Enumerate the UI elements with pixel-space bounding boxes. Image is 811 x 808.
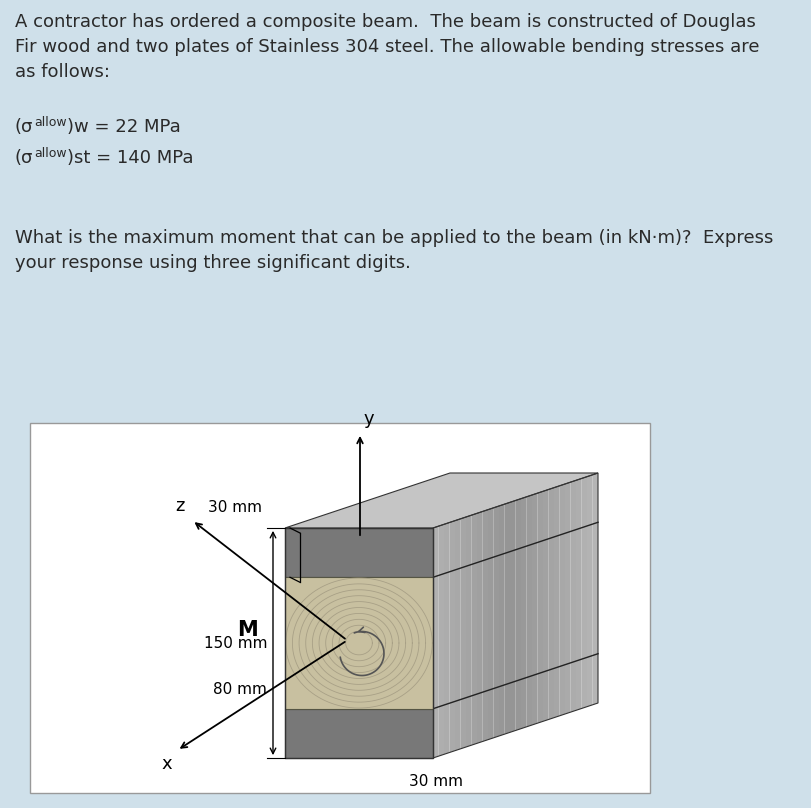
- Polygon shape: [449, 520, 455, 752]
- Polygon shape: [439, 524, 444, 756]
- Text: allow: allow: [34, 116, 67, 129]
- Polygon shape: [504, 503, 510, 734]
- Polygon shape: [494, 506, 499, 738]
- Text: y: y: [364, 410, 375, 428]
- Polygon shape: [488, 508, 494, 739]
- Text: 150 mm: 150 mm: [204, 636, 268, 650]
- Text: M: M: [237, 621, 258, 641]
- Polygon shape: [565, 482, 570, 714]
- Polygon shape: [455, 519, 461, 751]
- Polygon shape: [581, 477, 587, 709]
- Polygon shape: [285, 528, 433, 577]
- Text: x: x: [161, 755, 172, 773]
- Polygon shape: [477, 511, 483, 743]
- Polygon shape: [466, 516, 471, 747]
- Text: 30 mm: 30 mm: [409, 773, 463, 789]
- Text: 80 mm: 80 mm: [213, 681, 267, 696]
- Text: )w = 22 MPa: )w = 22 MPa: [67, 118, 181, 136]
- Text: A contractor has ordered a composite beam.  The beam is constructed of Douglas: A contractor has ordered a composite bea…: [15, 13, 756, 31]
- Text: allow: allow: [34, 147, 67, 160]
- Polygon shape: [285, 709, 433, 758]
- Polygon shape: [471, 513, 477, 745]
- Polygon shape: [461, 517, 466, 749]
- Text: Fir wood and two plates of Stainless 304 steel. The allowable bending stresses a: Fir wood and two plates of Stainless 304…: [15, 38, 759, 56]
- Polygon shape: [510, 500, 516, 732]
- Polygon shape: [483, 510, 488, 742]
- Polygon shape: [548, 488, 554, 719]
- Polygon shape: [285, 473, 598, 528]
- Polygon shape: [516, 499, 521, 730]
- FancyBboxPatch shape: [30, 423, 650, 793]
- Text: (σ: (σ: [15, 149, 33, 167]
- Polygon shape: [576, 478, 581, 710]
- Polygon shape: [587, 475, 593, 707]
- Text: What is the maximum moment that can be applied to the beam (in kN·m)?  Express: What is the maximum moment that can be a…: [15, 229, 774, 247]
- Text: as follows:: as follows:: [15, 63, 110, 81]
- Polygon shape: [444, 523, 449, 755]
- Text: your response using three significant digits.: your response using three significant di…: [15, 254, 411, 272]
- Text: z: z: [175, 498, 184, 516]
- Polygon shape: [433, 526, 439, 758]
- Polygon shape: [499, 504, 504, 736]
- Polygon shape: [532, 493, 538, 725]
- Polygon shape: [526, 495, 532, 727]
- Polygon shape: [521, 497, 526, 729]
- Text: (σ: (σ: [15, 118, 33, 136]
- Polygon shape: [560, 484, 565, 716]
- Polygon shape: [543, 490, 548, 722]
- Text: 30 mm: 30 mm: [208, 500, 262, 516]
- Polygon shape: [538, 491, 543, 723]
- Polygon shape: [285, 577, 433, 709]
- Polygon shape: [570, 480, 576, 712]
- Polygon shape: [554, 486, 560, 718]
- Text: )st = 140 MPa: )st = 140 MPa: [67, 149, 194, 167]
- Polygon shape: [593, 473, 598, 705]
